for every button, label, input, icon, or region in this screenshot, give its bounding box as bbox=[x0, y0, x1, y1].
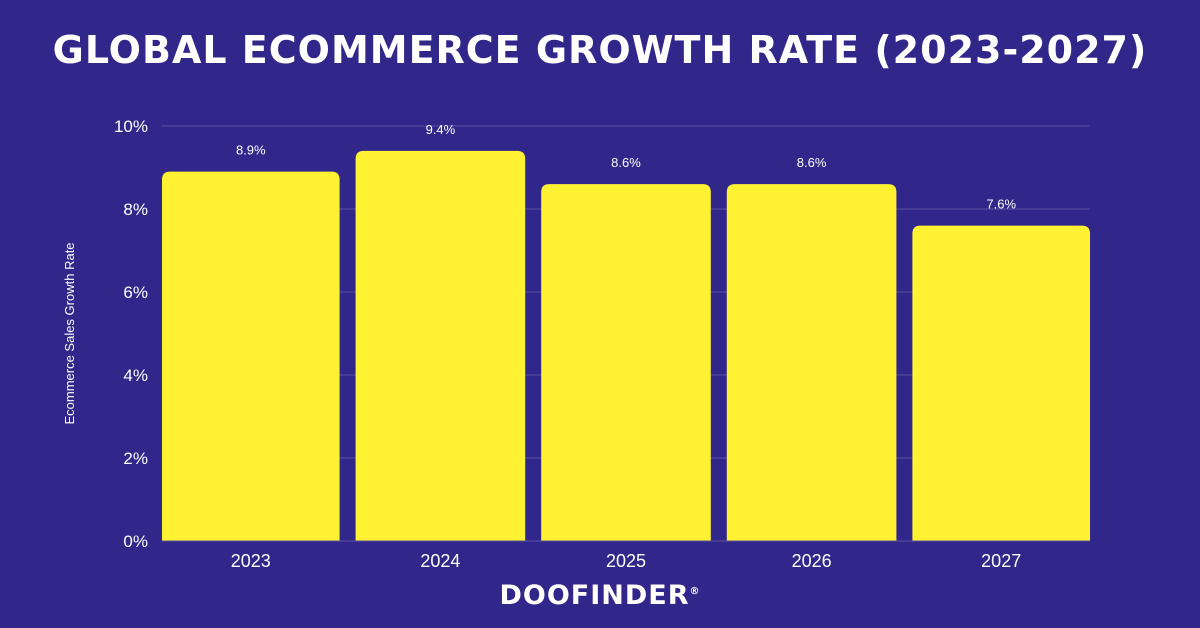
data-label: 9.4% bbox=[426, 122, 456, 137]
bar-2024 bbox=[355, 150, 526, 541]
data-label: 8.6% bbox=[797, 155, 827, 170]
y-tick-label: 4% bbox=[123, 366, 148, 385]
y-tick-label: 0% bbox=[123, 532, 148, 551]
logo-registered-mark: ® bbox=[689, 586, 701, 597]
y-axis-label: Ecommerce Sales Growth Rate bbox=[62, 242, 77, 424]
y-tick-label: 6% bbox=[123, 283, 148, 302]
data-label: 8.6% bbox=[611, 155, 641, 170]
data-label: 8.9% bbox=[236, 143, 266, 158]
bar-2026 bbox=[726, 184, 897, 541]
chart-title: GLOBAL ECOMMERCE GROWTH RATE (2023-2027) bbox=[52, 28, 1148, 72]
x-tick-label: 2025 bbox=[606, 551, 646, 571]
x-tick-label: 2023 bbox=[231, 551, 271, 571]
logo-text: DOOFINDER bbox=[499, 580, 690, 611]
data-label: 7.6% bbox=[986, 197, 1016, 212]
y-tick-label: 8% bbox=[123, 200, 148, 219]
bar-2027 bbox=[912, 225, 1090, 541]
y-tick-label: 2% bbox=[123, 449, 148, 468]
bar-2025 bbox=[541, 184, 711, 541]
doofinder-logo: DOOFINDER® bbox=[0, 580, 1200, 611]
bar-2023 bbox=[162, 171, 340, 541]
y-tick-label: 10% bbox=[114, 117, 148, 136]
x-tick-label: 2024 bbox=[420, 551, 460, 571]
x-tick-label: 2027 bbox=[981, 551, 1021, 571]
x-tick-label: 2026 bbox=[792, 551, 832, 571]
